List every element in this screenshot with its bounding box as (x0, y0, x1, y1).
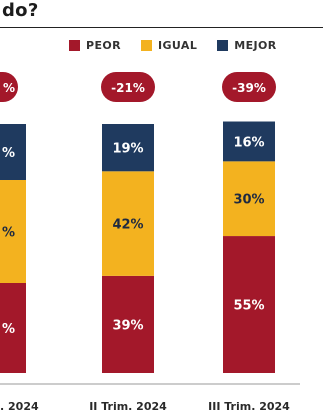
data-label-peor: 55% (233, 299, 264, 314)
bar-segment-peor (223, 236, 275, 373)
balance-badge (0, 72, 18, 102)
x-tick-label: II Trim. 2024 (89, 400, 167, 413)
bar-segment-peor (102, 275, 154, 373)
bar-segment-peor (0, 283, 26, 373)
data-label-peor: % (2, 322, 15, 337)
x-tick-label: III Trim. 2024 (208, 400, 290, 413)
data-label-igual: % (2, 226, 15, 241)
title-divider (0, 27, 323, 28)
bar-segment-mejor (0, 124, 26, 180)
x-tick-label: . 2024 (0, 400, 39, 413)
legend-label-peor: PEOR (86, 38, 121, 52)
legend-label-mejor: MEJOR (234, 38, 277, 52)
bar-segment-igual (0, 180, 26, 283)
bar-segment-igual (223, 161, 275, 237)
legend-swatch-igual (141, 39, 152, 51)
data-label-igual: 42% (112, 218, 143, 233)
bar-segment-mejor (223, 121, 275, 162)
data-label-mejor: 19% (112, 142, 143, 157)
balance-label: % (3, 81, 15, 95)
balance-badge (222, 72, 276, 102)
legend-swatch-mejor (217, 39, 229, 51)
balance-label: -21% (111, 81, 145, 95)
balance-badge (101, 72, 155, 102)
bar-segment-igual (102, 171, 154, 276)
balance-label: -39% (232, 81, 266, 95)
legend-item-mejor: MEJOR (217, 39, 276, 52)
chart-title: do? (2, 0, 39, 21)
legend-item-peor: PEOR (69, 39, 121, 52)
data-label-mejor: 16% (233, 135, 264, 150)
data-label-peor: 39% (112, 318, 143, 333)
legend-item-igual: IGUAL (141, 39, 197, 52)
legend-label-igual: IGUAL (158, 38, 198, 52)
bar-segment-mejor (102, 124, 154, 172)
legend: PEOR IGUAL MEJOR (69, 38, 323, 52)
data-label-mejor: % (2, 146, 15, 161)
legend-swatch-peor (69, 39, 80, 51)
data-label-igual: 30% (233, 193, 264, 208)
